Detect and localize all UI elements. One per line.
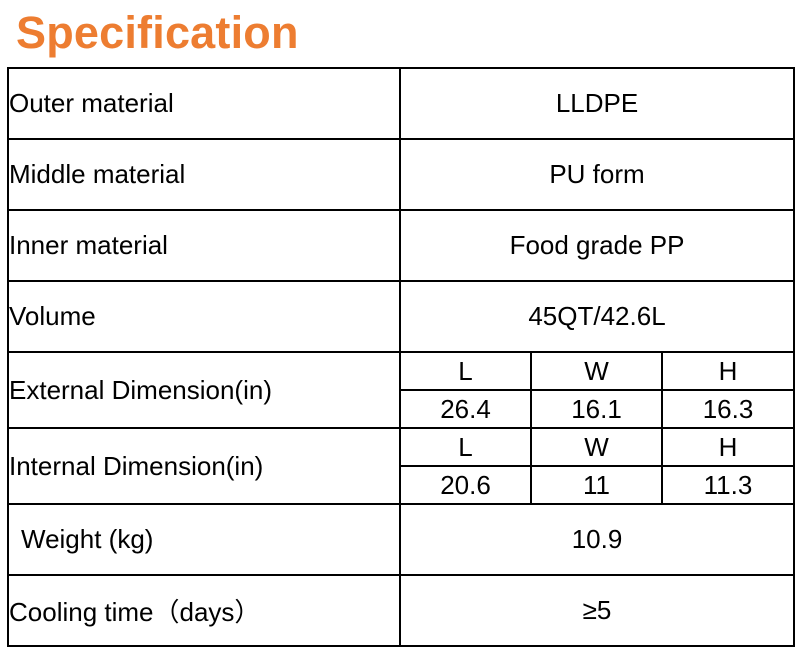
inner-material-label: Inner material (7, 209, 401, 282)
external-value-w: 16.1 (530, 389, 663, 429)
row-cooling-time: Cooling time（days） ≥5 (7, 574, 796, 647)
middle-material-label: Middle material (7, 138, 401, 211)
inner-material-value: Food grade PP (398, 209, 796, 282)
internal-dimension-label: Internal Dimension(in) (7, 427, 401, 505)
internal-header-l: L (399, 427, 532, 467)
outer-material-label: Outer material (7, 67, 401, 140)
external-header-w: W (530, 351, 663, 391)
middle-material-value: PU form (398, 138, 796, 211)
row-external-dimension-header: External Dimension(in) L W H (7, 351, 796, 429)
volume-label: Volume (7, 280, 401, 353)
row-weight: Weight (kg) 10.9 (7, 503, 796, 576)
row-volume: Volume 45QT/42.6L (7, 280, 796, 353)
internal-value-w: 11 (530, 465, 663, 505)
external-value-h: 16.3 (660, 389, 796, 429)
external-dimension-label: External Dimension(in) (7, 351, 401, 429)
row-external-dimension-values: 26.4 16.1 16.3 (8, 389, 796, 429)
row-inner-material: Inner material Food grade PP (7, 209, 796, 282)
cooling-time-value: ≥5 (398, 574, 796, 647)
row-middle-material: Middle material PU form (7, 138, 796, 211)
internal-value-h: 11.3 (660, 465, 796, 505)
external-header-h: H (660, 351, 796, 391)
volume-value: 45QT/42.6L (398, 280, 796, 353)
weight-label: Weight (kg) (7, 503, 401, 576)
page-title: Specification (16, 7, 299, 58)
row-outer-material: Outer material LLDPE (7, 67, 796, 140)
row-internal-dimension-values: 20.6 11 11.3 (8, 465, 796, 505)
external-value-l: 26.4 (399, 389, 532, 429)
cooling-time-label: Cooling time（days） (7, 574, 401, 647)
specification-table: Outer material LLDPE Middle material PU … (7, 67, 796, 647)
outer-material-value: LLDPE (398, 67, 796, 140)
internal-header-h: H (660, 427, 796, 467)
weight-value: 10.9 (398, 503, 796, 576)
internal-header-w: W (530, 427, 663, 467)
external-header-l: L (399, 351, 532, 391)
row-internal-dimension-header: Internal Dimension(in) L W H (7, 427, 796, 505)
internal-value-l: 20.6 (399, 465, 532, 505)
